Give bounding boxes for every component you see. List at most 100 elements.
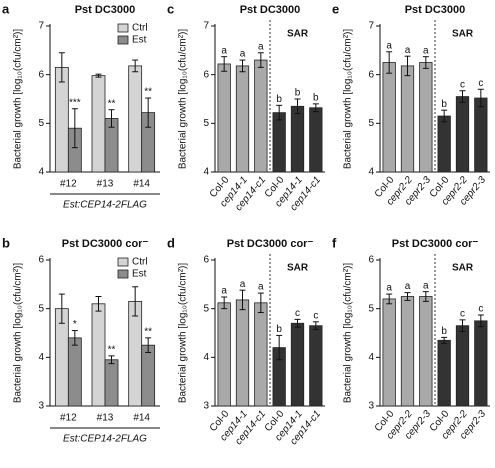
bar <box>455 325 470 407</box>
bar <box>419 296 433 407</box>
y-tick-label: 5 <box>203 303 209 314</box>
y-tick-label: 5 <box>368 118 374 129</box>
bar <box>91 75 106 173</box>
annotation: SAR <box>287 29 309 40</box>
y-axis-label: Bacterial growth [log₁₀(cfu/cm²)] <box>178 263 189 404</box>
legend-swatch <box>117 257 129 267</box>
y-tick-label: 4 <box>38 167 44 178</box>
y-tick-label: 4 <box>203 167 209 178</box>
y-axis-label: Bacterial growth [log₁₀(cfu/cm²)] <box>13 29 24 170</box>
significance-label: b <box>295 88 301 99</box>
y-tick-label: 4 <box>368 352 374 363</box>
bar <box>309 325 323 407</box>
bar <box>235 65 250 173</box>
bar <box>217 302 231 407</box>
annotation: SAR <box>452 29 474 40</box>
panel: b Pst DC3000 cor⁻ Bacterial growth [log₁₀(… <box>2 235 160 445</box>
significance-label: b <box>441 99 447 110</box>
significance-label: a <box>221 45 227 56</box>
x-tick-label: #14 <box>133 413 150 424</box>
chart-title: Pst DC3000 cor⁻ <box>62 238 149 250</box>
significance-label: b <box>313 93 319 104</box>
panel-letter: e <box>332 1 339 16</box>
significance-label: c <box>460 79 465 90</box>
panel: d Pst DC3000 cor⁻ Bacterial growth [log₁₀(… <box>167 235 325 447</box>
panel: e Pst DC3000 Bacterial growth [log₁₀(cfu/c… <box>332 1 490 208</box>
legend-label: Ctrl <box>132 23 148 34</box>
panel: a Pst DC3000 Bacterial growth [log₁₀(cfu/c… <box>2 1 160 211</box>
bar <box>290 105 305 173</box>
bar <box>54 66 69 173</box>
chart-title: Pst DC3000 cor⁻ <box>227 238 314 250</box>
bar <box>400 296 415 407</box>
y-axis-label: Bacterial growth [log₁₀(cfu/cm²)] <box>343 263 354 404</box>
y-tick-label: 5 <box>38 303 44 314</box>
significance-label: a <box>240 279 246 290</box>
significance-label: b <box>441 326 447 337</box>
y-tick-label: 6 <box>203 69 209 80</box>
y-tick-label: 7 <box>368 21 374 32</box>
y-axis-label: Bacterial growth [log₁₀(cfu/cm²)] <box>178 29 189 170</box>
annotation: SAR <box>287 263 309 274</box>
panel-letter: f <box>332 235 337 250</box>
y-tick-label: 5 <box>203 118 209 129</box>
chart-title: Pst DC3000 cor⁻ <box>392 238 479 250</box>
y-tick-label: 6 <box>38 255 44 266</box>
bar <box>290 322 305 407</box>
y-tick-label: 3 <box>368 401 374 412</box>
legend-swatch <box>117 23 129 33</box>
bar <box>382 62 396 173</box>
bar <box>91 303 106 407</box>
significance-label: a <box>386 283 392 294</box>
y-tick-label: 5 <box>38 118 44 129</box>
bar <box>254 59 268 173</box>
panel-letter: b <box>2 235 10 250</box>
x-tick-label: #12 <box>60 413 77 424</box>
y-tick-label: 4 <box>368 167 374 178</box>
bar <box>419 62 433 173</box>
significance-label: *** <box>69 97 81 108</box>
significance-label: a <box>386 40 392 51</box>
bar <box>382 298 396 407</box>
significance-label: c <box>295 308 300 319</box>
bar <box>141 344 156 407</box>
panel-letter: c <box>167 1 174 16</box>
panel: f Pst DC3000 cor⁻ Bacterial growth [log₁₀(… <box>332 235 490 442</box>
significance-label: b <box>276 94 282 105</box>
x-tick-label: #13 <box>97 413 114 424</box>
bar <box>217 63 231 173</box>
y-tick-label: 6 <box>368 255 374 266</box>
chart-title: Pst DC3000 <box>405 4 466 16</box>
significance-label: a <box>423 45 429 56</box>
significance-label: ** <box>108 345 116 356</box>
significance-label: c <box>478 78 483 89</box>
significance-label: ** <box>144 327 152 338</box>
chart-title: Pst DC3000 <box>75 4 136 16</box>
bar <box>437 339 451 407</box>
bar <box>437 115 451 173</box>
y-tick-label: 4 <box>203 352 209 363</box>
significance-label: c <box>313 310 318 321</box>
significance-label: a <box>405 45 411 56</box>
significance-label: a <box>405 281 411 292</box>
significance-label: c <box>460 309 465 320</box>
bar <box>254 302 268 407</box>
y-tick-label: 6 <box>38 69 44 80</box>
legend-swatch <box>117 269 129 279</box>
bar <box>309 107 323 173</box>
y-tick-label: 6 <box>203 255 209 266</box>
significance-label: * <box>73 319 77 330</box>
bar <box>67 337 82 407</box>
bar <box>104 359 119 407</box>
significance-label: a <box>221 286 227 297</box>
y-tick-label: 7 <box>38 21 44 32</box>
x-axis-label: Est:CEP14-2FLAG <box>63 200 147 211</box>
y-tick-label: 3 <box>38 401 44 412</box>
bar <box>235 299 250 407</box>
legend-label: Est <box>132 269 147 280</box>
y-tick-label: 5 <box>368 303 374 314</box>
y-tick-label: 7 <box>203 21 209 32</box>
panel-letter: d <box>167 235 175 250</box>
significance-label: a <box>258 41 264 52</box>
